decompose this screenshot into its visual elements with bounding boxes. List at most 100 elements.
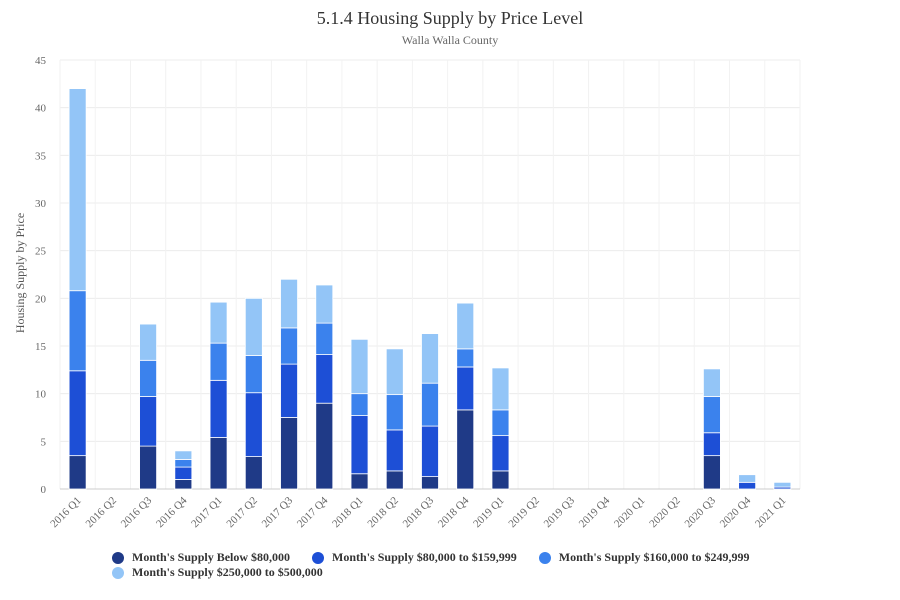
chart-subtitle: Walla Walla County (401, 33, 499, 47)
x-tick-label: 2019 Q4 (577, 494, 613, 530)
bar-segment[interactable] (68, 290, 87, 372)
bar-segment[interactable] (703, 455, 721, 490)
bar-segment[interactable] (139, 445, 157, 490)
bar-segment[interactable] (315, 284, 334, 324)
bar-segment[interactable] (456, 366, 475, 411)
x-tick-label: 2019 Q1 (471, 495, 506, 530)
legend-item[interactable]: Month's Supply Below $80,000 (112, 550, 290, 565)
bar-segment[interactable] (350, 415, 369, 475)
bar-segment[interactable] (280, 327, 298, 365)
bar-segment[interactable] (350, 338, 369, 395)
legend-item[interactable]: Month's Supply $250,000 to $500,000 (112, 565, 323, 580)
x-tick-label: 2018 Q2 (365, 495, 400, 530)
bar-segment[interactable] (773, 481, 792, 488)
bar-segment[interactable] (350, 473, 369, 490)
bar-segment[interactable] (738, 474, 757, 483)
x-tick-label: 2016 Q1 (48, 495, 83, 530)
bar-segment[interactable] (315, 322, 334, 355)
bar-segment[interactable] (174, 459, 193, 468)
bar-segment[interactable] (244, 392, 263, 457)
bar-segment[interactable] (174, 466, 193, 480)
bar-segment[interactable] (456, 348, 475, 368)
bar-segment[interactable] (703, 368, 721, 397)
y-tick-label: 10 (35, 389, 47, 401)
bar-segment[interactable] (456, 409, 475, 490)
bar-segment[interactable] (244, 456, 263, 490)
legend-label: Month's Supply Below $80,000 (132, 550, 291, 564)
y-tick-label: 35 (35, 150, 47, 162)
bar-segment[interactable] (280, 417, 298, 490)
bar-segment[interactable] (421, 333, 439, 384)
bar-segment[interactable] (280, 363, 298, 418)
x-tick-label: 2018 Q4 (436, 494, 472, 530)
bar-segment[interactable] (174, 479, 193, 490)
bar-segment[interactable] (491, 435, 510, 472)
x-tick-label: 2020 Q1 (612, 495, 647, 530)
bar-segment[interactable] (385, 429, 404, 472)
bars (68, 88, 792, 490)
bar-segment[interactable] (491, 470, 510, 490)
x-tick-label: 2020 Q4 (718, 494, 754, 530)
bar-segment[interactable] (244, 297, 263, 356)
x-tick-label: 2016 Q2 (83, 495, 118, 530)
bar-segment[interactable] (315, 402, 334, 490)
legend-label: Month's Supply $160,000 to $249,999 (558, 550, 750, 564)
y-axis-ticks: 0 5 10 15 20 25 30 35 40 45 (35, 55, 47, 496)
x-tick-label: 2019 Q2 (506, 495, 541, 530)
bar-segment[interactable] (385, 394, 404, 431)
bar-segment[interactable] (68, 455, 87, 490)
x-tick-label: 2021 Q1 (753, 495, 788, 530)
legend-item[interactable]: Month's Supply $160,000 to $249,999 (538, 550, 750, 565)
bar-segment[interactable] (315, 354, 334, 404)
bar-segment[interactable] (139, 359, 157, 397)
legend-swatch (112, 566, 124, 579)
x-tick-label: 2019 Q3 (542, 494, 578, 530)
bar-segment[interactable] (738, 481, 757, 490)
bar-segment[interactable] (139, 396, 157, 447)
bar-segment[interactable] (421, 425, 439, 478)
y-tick-label: 20 (35, 293, 47, 305)
bar-segment[interactable] (209, 301, 228, 344)
bar-segment[interactable] (280, 278, 298, 329)
bar-segment[interactable] (174, 450, 193, 460)
y-axis-label: Housing Supply by Price (13, 213, 27, 333)
bar-segment[interactable] (421, 476, 439, 490)
bar-segment[interactable] (703, 396, 721, 434)
bar-segment[interactable] (456, 302, 475, 350)
bar-segment[interactable] (209, 437, 228, 490)
y-tick-label: 0 (41, 484, 47, 496)
bar-segment[interactable] (350, 393, 369, 416)
x-axis-ticks: 2016 Q1 2016 Q2 2016 Q3 2016 Q4 2017 Q1 2017 … (48, 494, 788, 530)
bar-segment[interactable] (703, 432, 721, 457)
y-tick-label: 5 (41, 436, 47, 448)
y-tick-label: 45 (35, 55, 47, 67)
bar-segment[interactable] (385, 470, 404, 490)
bar-segment[interactable] (385, 348, 404, 396)
legend-label: Month's Supply $80,000 to $159,999 (332, 550, 517, 564)
x-tick-label: 2017 Q1 (189, 495, 224, 530)
bar-segment[interactable] (491, 367, 510, 411)
y-tick-label: 25 (35, 246, 47, 258)
y-tick-label: 40 (35, 103, 47, 115)
x-tick-label: 2020 Q2 (647, 495, 682, 530)
legend-item[interactable]: Month's Supply $80,000 to $159,999 (312, 550, 517, 565)
bar-segment[interactable] (68, 88, 87, 292)
x-tick-label: 2017 Q2 (224, 495, 259, 530)
x-tick-label: 2016 Q3 (119, 494, 155, 530)
y-tick-label: 30 (35, 198, 47, 210)
legend-swatch (312, 551, 325, 564)
bar-segment[interactable] (68, 370, 87, 457)
x-tick-label: 2020 Q3 (683, 494, 719, 530)
bar-segment[interactable] (209, 379, 228, 438)
bar-segment[interactable] (244, 355, 263, 394)
bar-segment[interactable] (421, 382, 439, 427)
bar-segment[interactable] (139, 323, 157, 361)
x-tick-label: 2017 Q4 (295, 494, 331, 530)
x-tick-label: 2018 Q1 (330, 495, 365, 530)
bar-segment[interactable] (209, 342, 228, 381)
legend-swatch (112, 551, 124, 564)
chart-legend: Month's Supply Below $80,000 Month's Supp… (112, 550, 812, 580)
bar-segment[interactable] (491, 409, 510, 437)
x-tick-label: 2018 Q3 (401, 494, 437, 530)
